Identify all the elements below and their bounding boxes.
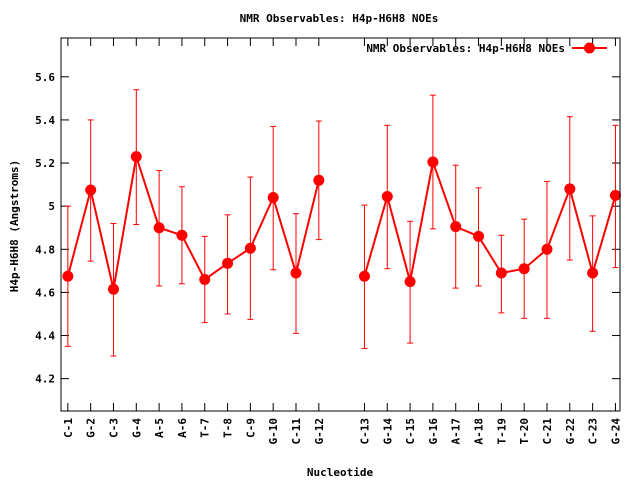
x-tick-label: C-1 (62, 418, 75, 438)
x-tick-label: G-12 (313, 418, 326, 445)
x-tick-label: A-5 (153, 418, 166, 438)
data-point (85, 184, 97, 196)
x-axis-ticks: C-1 G-2 C-3 G-4 A-5 A-6 T-7 T-8 C-9 G-10 C-11 G-12 C… (62, 38, 622, 445)
x-axis-label: Nucleotide (307, 466, 374, 479)
x-tick-label: G-24 (609, 418, 622, 445)
data-point (358, 270, 370, 282)
x-tick-label: C-23 (587, 418, 600, 445)
legend: NMR Observables: H4p-H6H8 NOEs (366, 42, 607, 55)
data-point (62, 270, 74, 282)
x-tick-label: C-9 (244, 418, 257, 438)
y-tick-label: 4.2 (35, 373, 55, 386)
data-point (587, 267, 599, 279)
y-tick-label: 4.4 (35, 330, 55, 343)
x-tick-label: T-20 (518, 418, 531, 445)
data-point (541, 243, 553, 255)
y-tick-label: 4.6 (35, 286, 55, 299)
data-points (62, 151, 621, 295)
x-tick-label: G-4 (130, 418, 143, 438)
legend-label: NMR Observables: H4p-H6H8 NOEs (366, 42, 565, 55)
x-tick-label: G-22 (564, 418, 577, 445)
data-point (130, 151, 142, 163)
legend-marker (584, 42, 595, 54)
data-point (564, 183, 576, 195)
chart-title: NMR Observables: H4p-H6H8 NOEs (240, 12, 439, 25)
y-tick-label: 5.4 (35, 114, 55, 127)
y-tick-label: 5 (48, 200, 55, 213)
plot-frame (60, 37, 621, 412)
data-point (107, 283, 119, 295)
x-tick-label: A-18 (473, 418, 486, 445)
series-lines (66, 156, 617, 290)
data-point (244, 242, 256, 254)
x-tick-label: C-15 (404, 418, 417, 445)
data-point (290, 267, 302, 279)
y-tick-label: 5.2 (35, 157, 55, 170)
y-tick-label: 4.8 (35, 243, 55, 256)
data-point (153, 222, 165, 234)
data-point (267, 192, 279, 204)
data-point (609, 189, 621, 201)
x-tick-label: A-6 (176, 418, 189, 438)
data-point (495, 267, 507, 279)
x-tick-label: T-8 (222, 418, 235, 438)
x-tick-label: C-3 (107, 418, 120, 438)
x-tick-label: T-7 (199, 418, 212, 438)
x-tick-label: G-14 (381, 418, 394, 445)
data-point (473, 230, 485, 242)
series-line (66, 156, 320, 290)
x-tick-label: T-19 (495, 418, 508, 445)
x-tick-label: A-17 (450, 418, 463, 445)
data-point (450, 221, 462, 233)
data-point (199, 273, 211, 285)
y-axis-label: H4p-H6H8 (Angstroms) (8, 160, 21, 292)
y-tick-label: 5.6 (35, 71, 55, 84)
x-tick-label: C-21 (541, 418, 554, 445)
x-tick-label: G-2 (85, 418, 98, 438)
data-point (427, 156, 439, 168)
x-tick-label: G-10 (267, 418, 280, 445)
data-point (381, 190, 393, 202)
error-bars (64, 89, 619, 357)
data-point (176, 229, 188, 241)
x-tick-label: C-13 (358, 418, 371, 445)
x-tick-label: C-11 (290, 418, 303, 445)
data-point (222, 257, 234, 269)
y-axis-ticks: 4.2 4.4 4.6 4.8 5 5.2 5.4 5.6 (35, 71, 620, 386)
x-tick-label: G-16 (427, 418, 440, 445)
series-line (363, 158, 617, 282)
data-point (518, 263, 530, 275)
data-point (313, 174, 325, 186)
data-point (404, 276, 416, 288)
